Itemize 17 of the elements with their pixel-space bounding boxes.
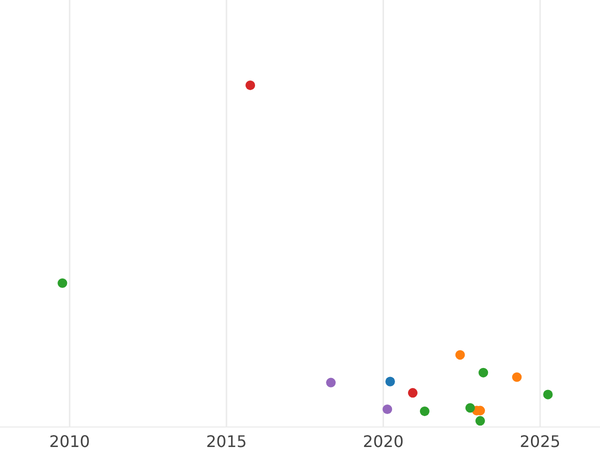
point: [465, 403, 475, 413]
point: [246, 80, 256, 90]
point: [475, 416, 485, 426]
point: [420, 406, 430, 416]
x-tick-label: 2020: [362, 432, 404, 450]
point: [408, 388, 418, 398]
point: [385, 376, 395, 386]
x-tick-label: 2010: [49, 432, 90, 450]
point: [382, 404, 392, 414]
point: [58, 278, 68, 288]
x-tick-label: 2025: [520, 432, 560, 450]
point: [543, 390, 553, 400]
point: [326, 378, 336, 388]
x-tick-label: 2015: [206, 432, 247, 450]
point: [512, 372, 522, 382]
point: [478, 368, 488, 378]
point: [455, 350, 465, 360]
